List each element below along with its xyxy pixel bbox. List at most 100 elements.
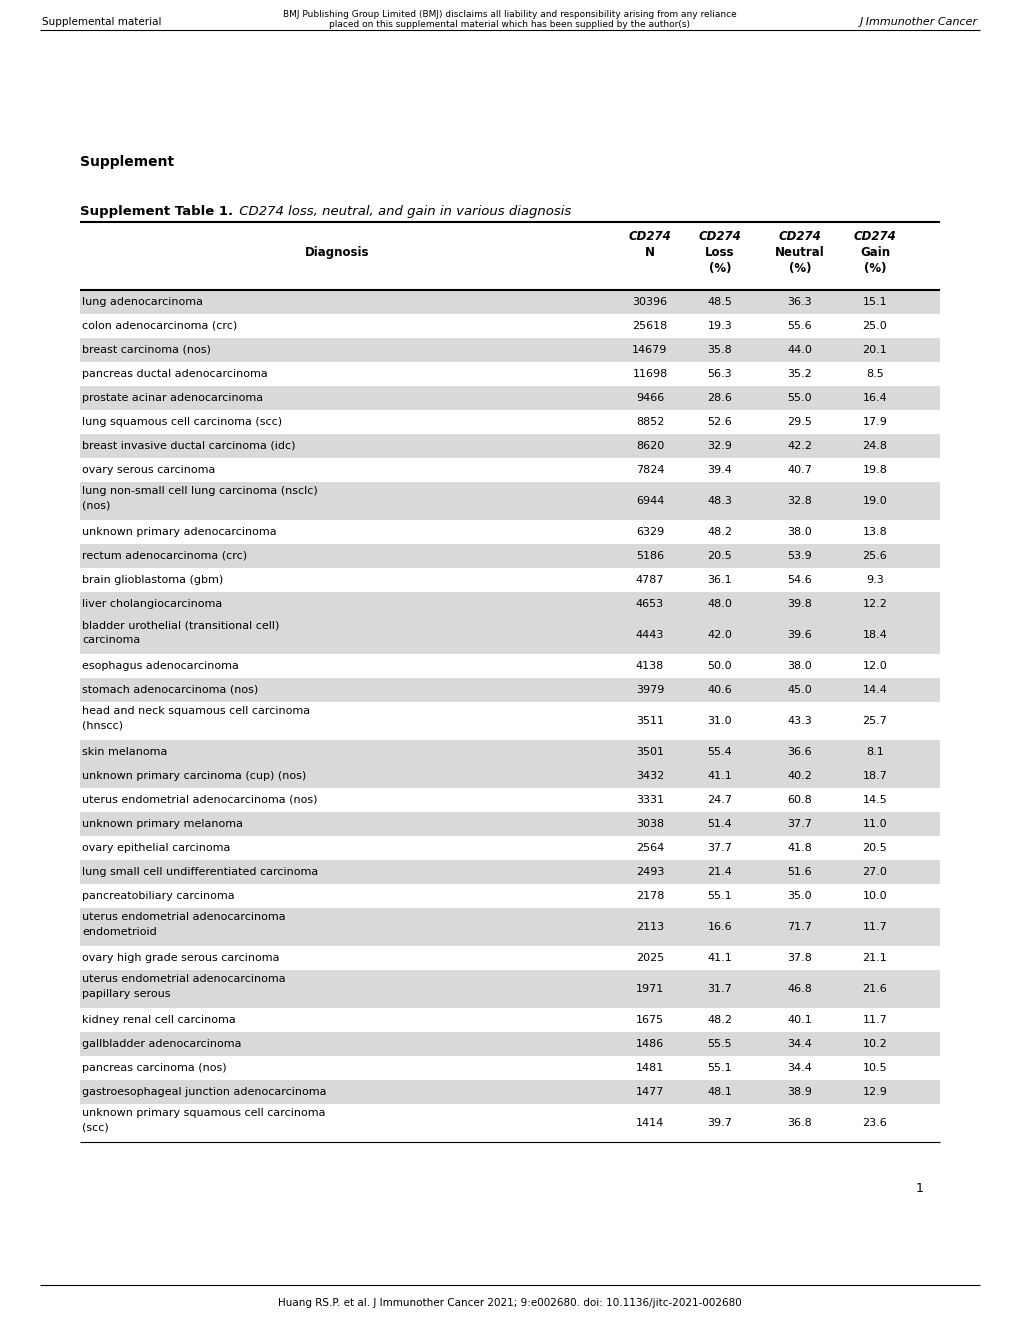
Bar: [79, 1032, 940, 1056]
Text: (%): (%): [788, 261, 810, 275]
Text: 2564: 2564: [635, 843, 663, 853]
Bar: [79, 1080, 940, 1104]
Text: CD274: CD274: [777, 230, 820, 243]
Text: 4787: 4787: [635, 576, 663, 585]
Text: N: N: [644, 246, 654, 259]
Text: 39.7: 39.7: [707, 1118, 732, 1129]
Bar: [79, 678, 940, 702]
Text: 15.1: 15.1: [862, 297, 887, 308]
Text: 14679: 14679: [632, 345, 667, 355]
Bar: [79, 482, 940, 520]
Text: 25.7: 25.7: [862, 715, 887, 726]
Text: prostate acinar adenocarcinoma: prostate acinar adenocarcinoma: [82, 393, 263, 403]
Text: 25.6: 25.6: [862, 550, 887, 561]
Text: ovary high grade serous carcinoma: ovary high grade serous carcinoma: [82, 953, 279, 964]
Text: unknown primary carcinoma (cup) (nos): unknown primary carcinoma (cup) (nos): [82, 771, 306, 781]
Text: 46.8: 46.8: [787, 983, 812, 994]
Text: 48.2: 48.2: [707, 527, 732, 537]
Bar: [79, 764, 940, 788]
Text: papillary serous: papillary serous: [82, 989, 170, 999]
Text: 3511: 3511: [636, 715, 663, 726]
Text: lung small cell undifferentiated carcinoma: lung small cell undifferentiated carcino…: [82, 867, 318, 876]
Text: 48.2: 48.2: [707, 1015, 732, 1026]
Text: 29.5: 29.5: [787, 417, 812, 426]
Text: 30396: 30396: [632, 297, 666, 308]
Text: 9.3: 9.3: [865, 576, 883, 585]
Text: 1: 1: [915, 1181, 923, 1195]
Text: 11.0: 11.0: [862, 818, 887, 829]
Text: Supplement: Supplement: [79, 154, 174, 169]
Text: (%): (%): [863, 261, 886, 275]
Text: placed on this supplemental material which has been supplied by the author(s): placed on this supplemental material whi…: [329, 20, 690, 29]
Text: 1675: 1675: [635, 1015, 663, 1026]
Text: 45.0: 45.0: [787, 685, 811, 696]
Text: gallbladder adenocarcinoma: gallbladder adenocarcinoma: [82, 1039, 242, 1049]
Text: 1414: 1414: [635, 1118, 663, 1129]
Text: 52.6: 52.6: [707, 417, 732, 426]
Text: 27.0: 27.0: [862, 867, 887, 876]
Text: 10.5: 10.5: [862, 1063, 887, 1073]
Text: stomach adenocarcinoma (nos): stomach adenocarcinoma (nos): [82, 685, 258, 696]
Text: 38.0: 38.0: [787, 527, 811, 537]
Text: 40.2: 40.2: [787, 771, 812, 781]
Text: BMJ Publishing Group Limited (BMJ) disclaims all liability and responsibility ar: BMJ Publishing Group Limited (BMJ) discl…: [283, 11, 736, 18]
Text: ovary epithelial carcinoma: ovary epithelial carcinoma: [82, 843, 230, 853]
Text: ovary serous carcinoma: ovary serous carcinoma: [82, 465, 215, 475]
Text: 37.8: 37.8: [787, 953, 812, 964]
Text: 41.1: 41.1: [707, 953, 732, 964]
Bar: [79, 434, 940, 458]
Bar: [79, 741, 940, 764]
Text: 48.5: 48.5: [707, 297, 732, 308]
Text: 19.0: 19.0: [862, 496, 887, 506]
Text: 1971: 1971: [635, 983, 663, 994]
Bar: [79, 616, 940, 653]
Text: 4138: 4138: [635, 661, 663, 671]
Text: 10.0: 10.0: [862, 891, 887, 902]
Bar: [79, 290, 940, 314]
Bar: [79, 908, 940, 946]
Text: 11698: 11698: [632, 370, 667, 379]
Text: Loss: Loss: [704, 246, 734, 259]
Text: 11.7: 11.7: [862, 1015, 887, 1026]
Text: colon adenocarcinoma (crc): colon adenocarcinoma (crc): [82, 321, 237, 331]
Text: 19.8: 19.8: [862, 465, 887, 475]
Text: 8.1: 8.1: [865, 747, 883, 756]
Text: lung squamous cell carcinoma (scc): lung squamous cell carcinoma (scc): [82, 417, 282, 426]
Text: 55.4: 55.4: [707, 747, 732, 756]
Text: rectum adenocarcinoma (crc): rectum adenocarcinoma (crc): [82, 550, 247, 561]
Text: 36.6: 36.6: [787, 747, 811, 756]
Text: breast invasive ductal carcinoma (idc): breast invasive ductal carcinoma (idc): [82, 441, 296, 451]
Text: head and neck squamous cell carcinoma: head and neck squamous cell carcinoma: [82, 706, 310, 715]
Text: 31.0: 31.0: [707, 715, 732, 726]
Text: Diagnosis: Diagnosis: [305, 246, 370, 259]
Text: 35.0: 35.0: [787, 891, 811, 902]
Text: 20.1: 20.1: [862, 345, 887, 355]
Text: 11.7: 11.7: [862, 921, 887, 932]
Text: 60.8: 60.8: [787, 795, 811, 805]
Text: 8.5: 8.5: [865, 370, 883, 379]
Bar: [79, 861, 940, 884]
Bar: [79, 544, 940, 568]
Text: 34.4: 34.4: [787, 1063, 812, 1073]
Text: 8620: 8620: [635, 441, 663, 451]
Text: pancreas carcinoma (nos): pancreas carcinoma (nos): [82, 1063, 226, 1073]
Text: 3432: 3432: [635, 771, 663, 781]
Text: (scc): (scc): [82, 1123, 109, 1133]
Text: CD274 loss, neutral, and gain in various diagnosis: CD274 loss, neutral, and gain in various…: [234, 205, 571, 218]
Bar: [79, 385, 940, 411]
Text: 36.3: 36.3: [787, 297, 811, 308]
Bar: [79, 970, 940, 1008]
Text: gastroesophageal junction adenocarcinoma: gastroesophageal junction adenocarcinoma: [82, 1086, 326, 1097]
Text: 38.9: 38.9: [787, 1086, 812, 1097]
Text: 25618: 25618: [632, 321, 667, 331]
Text: liver cholangiocarcinoma: liver cholangiocarcinoma: [82, 599, 222, 609]
Text: 35.2: 35.2: [787, 370, 811, 379]
Text: 53.9: 53.9: [787, 550, 811, 561]
Text: 43.3: 43.3: [787, 715, 811, 726]
Text: 48.0: 48.0: [707, 599, 732, 609]
Text: 32.9: 32.9: [707, 441, 732, 451]
Text: breast carcinoma (nos): breast carcinoma (nos): [82, 345, 211, 355]
Text: 39.6: 39.6: [787, 630, 811, 640]
Text: 41.8: 41.8: [787, 843, 812, 853]
Text: 18.7: 18.7: [862, 771, 887, 781]
